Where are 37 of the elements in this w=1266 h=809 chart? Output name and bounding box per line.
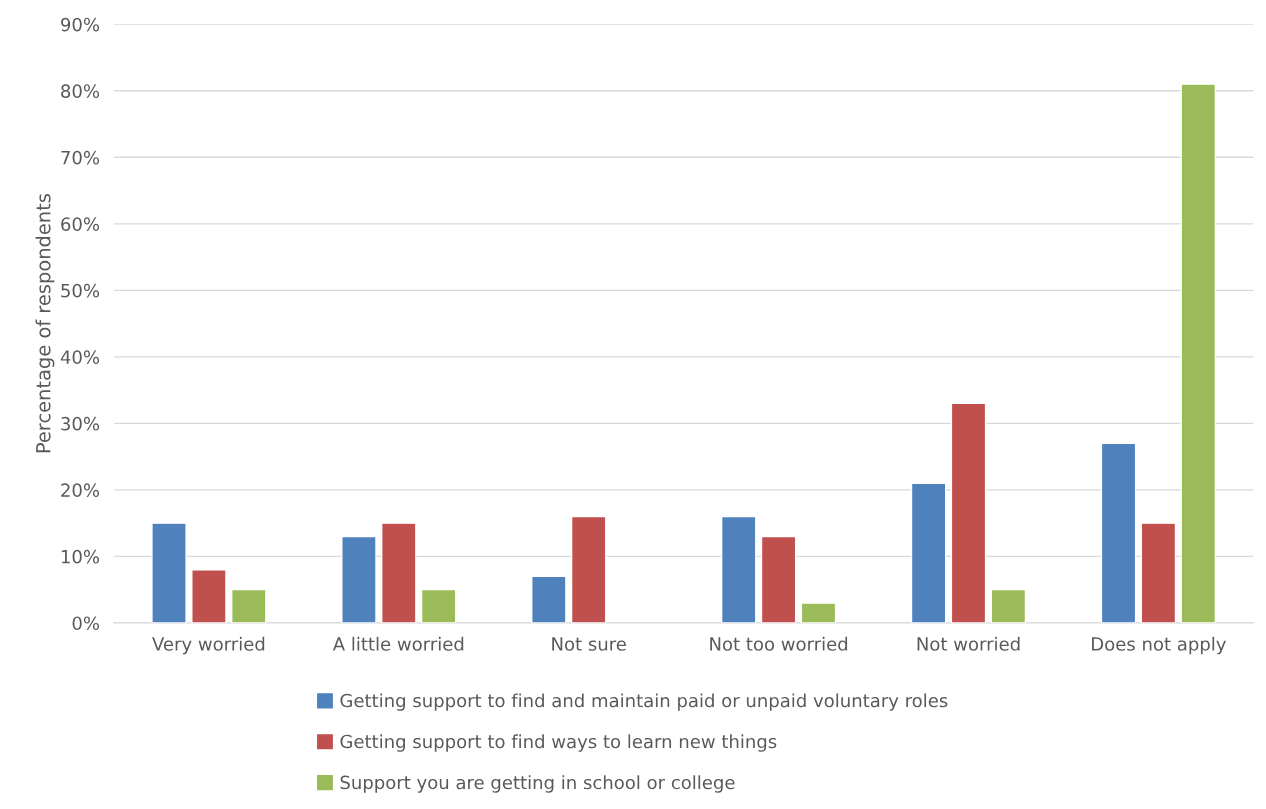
y-tick-label: 60% [61, 217, 100, 231]
x-tick-label: Not sure [552, 637, 626, 651]
bar [531, 575, 567, 623]
legend-label: Getting support to find ways to learn new things [340, 734, 777, 752]
bar [381, 522, 417, 623]
bar [341, 535, 377, 623]
y-tick-label: 20% [61, 483, 100, 498]
x-tick-label: A little worried [332, 636, 464, 651]
y-tick-label: 0% [72, 616, 100, 631]
bar [1180, 83, 1217, 623]
y-tick-label: 30% [61, 416, 100, 431]
y-tick-label: 70% [61, 150, 100, 165]
bar [230, 588, 267, 623]
bar [570, 515, 607, 623]
y-tick-label: 50% [61, 283, 100, 298]
bar [420, 588, 457, 623]
y-tick-label: 80% [61, 84, 100, 98]
x-tick-label: Very worried [152, 636, 265, 655]
bar [1140, 522, 1177, 623]
x-tick-label: Not too worried [710, 636, 848, 651]
bar [151, 522, 187, 623]
bar [910, 482, 947, 623]
bar [1100, 442, 1137, 623]
x-tick-label: Not worried [917, 636, 1020, 651]
bar [950, 402, 987, 623]
y-tick-label: 40% [60, 350, 100, 364]
y-tick-label: 90% [61, 17, 100, 32]
bar [990, 588, 1027, 623]
bar [720, 515, 757, 623]
y-tick-label: 10% [61, 549, 100, 564]
bar [800, 602, 837, 623]
legend-label: Getting support to find and maintain paid or unpaid voluntary roles [340, 693, 948, 711]
x-tick-label: Does not apply [1092, 636, 1226, 655]
bar [760, 535, 797, 623]
y-axis-title: Percentage of respondents [35, 194, 55, 453]
bar [191, 569, 227, 623]
legend-label: Support you are getting in school or college [340, 775, 735, 793]
